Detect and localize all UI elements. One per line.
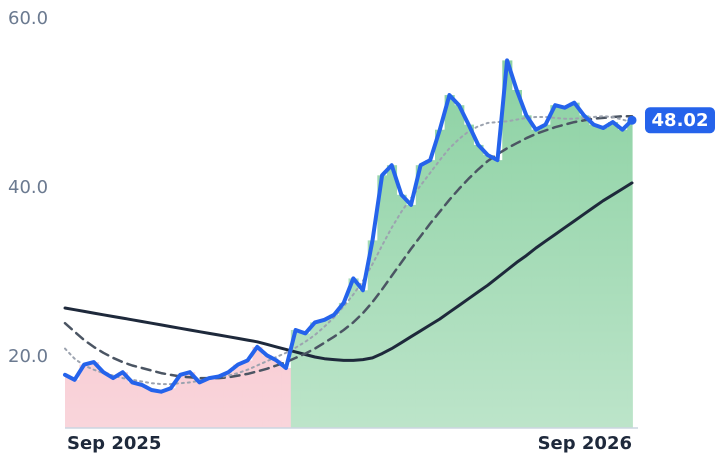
y-tick-label: 40.0: [8, 177, 48, 198]
x-tick-label: Sep 2026: [538, 433, 632, 454]
area-fade: [65, 19, 632, 428]
series-line: [63, 181, 634, 362]
series-line: [64, 115, 633, 386]
last-point: [627, 115, 637, 125]
last-value-label: 48.02: [652, 110, 709, 131]
x-tick-label: Sep 2025: [67, 433, 161, 454]
series-line: [63, 114, 634, 380]
y-tick-label: 60.0: [8, 8, 48, 29]
y-tick-label: 20.0: [8, 346, 48, 367]
series-line: [63, 58, 634, 394]
last-value-badge: [645, 107, 715, 134]
